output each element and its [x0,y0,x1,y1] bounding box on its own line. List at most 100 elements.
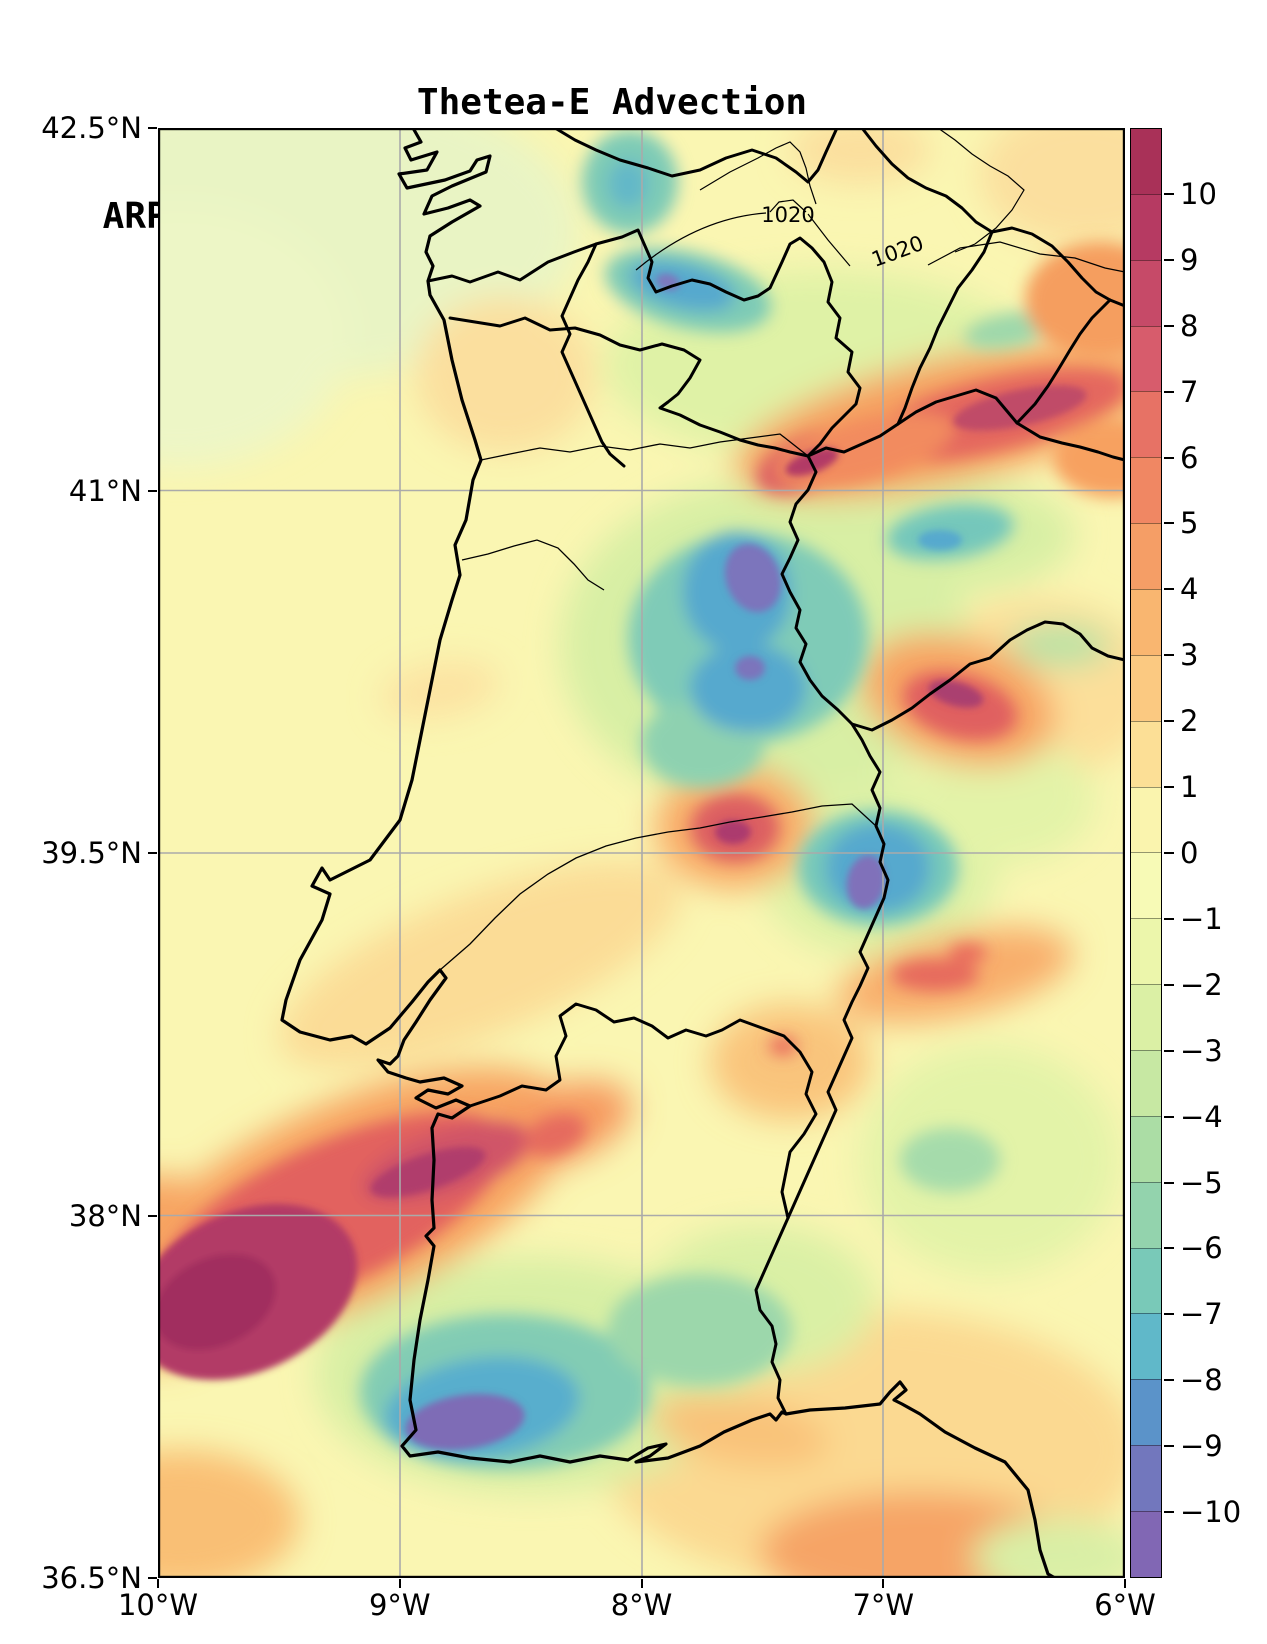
advection-blob [846,855,886,909]
border-line [468,1002,818,1220]
advection-blob [715,820,751,844]
colorbar-segment [1131,589,1161,655]
colorbar-tick-mark [1164,852,1174,854]
isobar-line [927,241,1125,273]
colorbar-tick-label: 1 [1180,770,1199,805]
thin-line [480,433,809,461]
colorbar-tick-label: 6 [1180,440,1199,475]
advection-blob [158,1450,300,1578]
title-line-1: Thetea-E Advection [416,82,808,123]
advection-blob [953,385,1087,431]
colorbar-tick-mark [1164,588,1174,591]
advection-blob [1025,242,1125,358]
isobar-contours [635,128,1125,273]
x-tick-label: 10°W [117,1588,199,1622]
y-tick-mark [148,1214,157,1217]
x-tick-label: 9°W [368,1588,431,1622]
advection-blob [735,656,765,680]
colorbar-tick-mark [1164,1313,1174,1316]
advection-blob [380,660,500,720]
isobar-label: 1020 [761,203,814,227]
colorbar-tick-label: −8 [1180,1363,1223,1398]
border-line [448,316,810,458]
x-tick-mark [1124,1579,1126,1588]
colorbar-tick-mark [1164,390,1174,393]
colorbar-segment [1131,259,1161,326]
colorbar-tick-mark [1164,1379,1174,1382]
advection-blob [790,128,930,184]
colorbar-tick-label: −2 [1180,967,1223,1002]
colorbar-segment [1131,1313,1161,1380]
colorbar-segment [1131,129,1161,194]
colorbar-tick-label: 9 [1180,242,1199,277]
graticule [158,128,1125,1578]
x-tick-label: 8°W [610,1588,673,1622]
colorbar-tick-mark [1164,917,1174,920]
advection-blob [405,1393,525,1451]
advection-blob [629,260,735,312]
colorbar-segment [1131,918,1161,985]
colorbar-tick-label: 7 [1180,374,1199,409]
colorbar-tick-label: −7 [1180,1297,1223,1332]
colorbar-tick-mark [1164,324,1174,327]
border-line [850,620,1125,732]
colorbar-segment [1131,852,1161,919]
thin-line [461,539,605,591]
colorbar-tick-mark [1164,1049,1174,1052]
thin-line [439,803,877,971]
x-tick-label: 6°W [1094,1588,1156,1622]
colorbar-tick-label: −9 [1180,1429,1223,1464]
y-tick-label: 38°N [68,1198,142,1233]
advection-blob [973,1518,1125,1578]
colorbar-tick-mark [1164,983,1174,986]
colorbar-tick-mark [1164,786,1174,789]
colorbar-tick-label: −10 [1180,1495,1242,1530]
colorbar-tick-mark [1164,1181,1174,1184]
isobar-line [807,213,851,267]
y-tick-mark [148,852,157,854]
colorbar-tick-label: −5 [1180,1165,1223,1200]
advection-blob [415,297,595,453]
y-tick-label: 42.5°N [41,111,142,145]
colorbar-tick-label: 8 [1180,308,1199,343]
colorbar-tick-label: 2 [1180,704,1199,739]
colorbar-segment [1131,720,1161,787]
advection-blob [949,944,987,962]
colorbar-tick-label: −1 [1180,901,1223,936]
x-tick-label: 7°W [852,1588,915,1622]
isobar-line [769,199,807,213]
advection-blob [608,1274,792,1386]
colorbar-segment [1131,391,1161,458]
advection-blob [690,644,806,732]
colorbar-tick-mark [1164,1247,1174,1250]
isobar-line [937,128,1025,253]
border-line [806,388,1125,462]
border-line [560,242,626,468]
border-line [426,228,890,1416]
border-line [553,128,839,184]
x-tick-mark [398,1579,401,1588]
colorbar-tick-mark [1164,522,1174,525]
advection-blob [158,1253,276,1351]
colorbar-tick-mark [1164,1511,1174,1514]
colorbar-segment [1131,193,1161,260]
river-and-province-lines [439,433,877,971]
map-frame [158,128,1125,1578]
y-tick-label: 36.5°N [41,1561,142,1595]
advection-blob [980,128,1125,247]
colorbar-tick-mark [1164,1115,1174,1118]
advection-blob [278,861,682,1069]
y-tick-mark [148,489,157,492]
advection-blob [905,735,1095,865]
y-tick-mark [148,1577,157,1579]
colorbar-segment [1131,1247,1161,1314]
colorbar-tick-label: 0 [1180,836,1199,870]
colorbar-tick-mark [1164,456,1174,459]
colorbar-tick-mark [1164,258,1174,261]
coastline [280,128,1057,1578]
colorbar-segment [1131,1050,1161,1116]
colorbar-tick-label: 4 [1180,572,1199,607]
advection-blob [918,530,962,550]
